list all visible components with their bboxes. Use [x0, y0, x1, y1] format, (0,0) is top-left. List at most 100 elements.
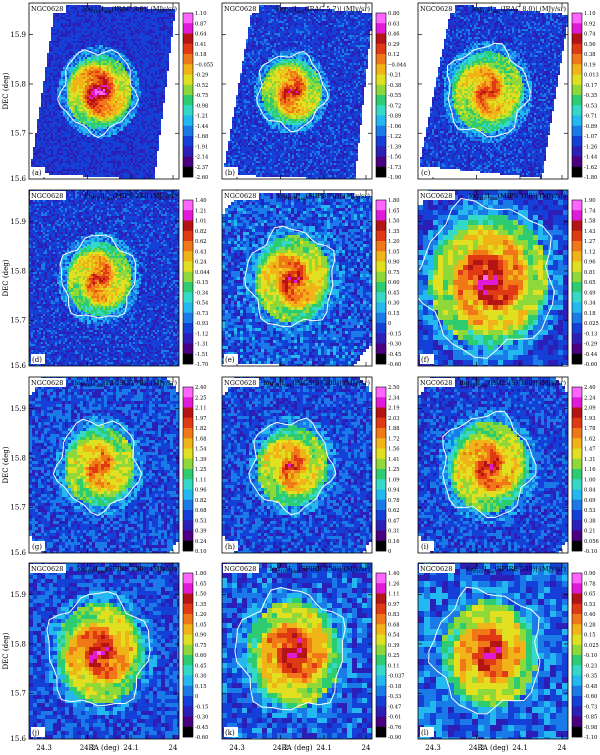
colorbar-segment — [376, 417, 386, 429]
colorbar-segment — [376, 438, 386, 449]
x-tick-label: 24 — [169, 744, 178, 752]
colorbar-label: 1.78 — [584, 426, 596, 432]
y-tick-label: 15.6 — [10, 735, 26, 743]
colorbar-label: -0.53 — [584, 103, 597, 109]
colorbar-label: 2.19 — [388, 406, 400, 412]
colorbar-segment — [183, 685, 193, 697]
colorbar-label: -1.22 — [388, 134, 401, 140]
colorbar-label: -0.73 — [195, 311, 208, 317]
colorbar-label: 1.58 — [584, 219, 596, 225]
colorbar-frame — [375, 12, 387, 178]
colorbar-label: 1.80 — [195, 571, 207, 577]
colorbar-label: 0.96 — [584, 260, 596, 266]
colorbar-segment — [376, 593, 386, 605]
colorbar-label: 1.12 — [584, 249, 596, 255]
colorbar-label: 2.03 — [388, 416, 400, 422]
colorbar-segment — [572, 64, 582, 75]
colorbar-label: 0.10 — [195, 549, 207, 555]
colorbar-segment — [183, 84, 193, 96]
colorbar-label: 0 — [388, 549, 391, 555]
colorbar-label: -0.48 — [584, 684, 597, 690]
panel-letter: (b) — [225, 169, 235, 177]
object-name: NGC0628 — [420, 565, 452, 573]
colorbar-segment — [376, 685, 386, 697]
colorbar-label: 0.81 — [584, 270, 596, 276]
contour-line — [244, 225, 336, 328]
label-bg — [31, 727, 45, 737]
y-tick-label: 15.9 — [10, 405, 26, 413]
colorbar-segment — [572, 74, 582, 86]
colorbar-segment — [183, 448, 193, 460]
colorbar-label: 0.74 — [584, 32, 596, 38]
colorbar-segment — [376, 655, 386, 666]
colorbar-segment — [376, 726, 386, 738]
title-bg — [30, 564, 66, 573]
colorbar-segment — [376, 220, 386, 232]
colorbar-segment — [183, 458, 193, 470]
x-tick-label: 24.2 — [273, 744, 289, 752]
colorbar-label: --0.044 — [388, 62, 407, 68]
colorbar-segment — [183, 200, 193, 211]
colorbar-label: -0.29 — [584, 342, 597, 348]
heatmap-image — [224, 5, 372, 179]
colorbar-segment — [572, 407, 582, 419]
colorbar-segment — [572, 458, 582, 470]
colorbar-segment — [376, 603, 386, 615]
y-tick-label: 15.9 — [10, 591, 26, 599]
colorbar-label: 0.94 — [388, 488, 400, 494]
colorbar-label: -1.06 — [388, 124, 401, 130]
colorbar-segment — [183, 230, 193, 242]
colorbar-segment — [376, 251, 386, 262]
colorbar-segment — [572, 220, 582, 232]
panel-frame — [417, 562, 569, 740]
colorbar-label: -1.07 — [584, 134, 597, 140]
title-bg — [223, 191, 259, 200]
contour-line — [59, 234, 136, 319]
colorbar-label: 1.21 — [195, 208, 207, 214]
colorbar-label: 2.40 — [584, 385, 596, 391]
colorbar-segment — [376, 469, 386, 480]
colorbar-label: 2.50 — [388, 385, 400, 391]
colorbar-label: 0.54 — [388, 633, 400, 639]
colorbar-label: 0.43 — [195, 249, 207, 255]
contour-line — [46, 591, 151, 707]
colorbar-label: 1.82 — [195, 426, 207, 432]
colorbar-label: 1.20 — [195, 612, 207, 618]
x-tick-label: 24.3 — [229, 744, 245, 752]
panel-letter: (f) — [421, 356, 429, 364]
object-name: NGC0628 — [420, 379, 452, 387]
colorbar-segment — [376, 489, 386, 501]
colorbar-segment — [376, 271, 386, 283]
colorbar-label: 1.40 — [195, 198, 207, 204]
colorbar-segment — [572, 573, 582, 584]
colorbar-frame — [571, 12, 583, 178]
object-name: NGC0628 — [31, 5, 63, 13]
label-bg — [224, 541, 238, 551]
colorbar-segment — [572, 166, 582, 178]
label-bg — [224, 167, 238, 177]
colorbar-label: -0.29 — [195, 73, 208, 79]
colorbar-label: 0.056 — [584, 539, 599, 545]
title-bg — [223, 4, 259, 13]
colorbar-label: -0.35 — [584, 674, 597, 680]
colorbar-label: -2.37 — [195, 165, 208, 171]
colorbar-label: 1.54 — [195, 447, 207, 453]
colorbar-segment — [183, 43, 193, 55]
colorbar-segment — [376, 302, 386, 314]
colorbar-label: -0.45 — [195, 725, 208, 731]
colorbar-label: -0.15 — [195, 280, 208, 286]
x-axis-label: RA (deg) — [477, 744, 508, 752]
colorbar-label: -0.73 — [584, 704, 597, 710]
colorbar-label: 1.39 — [195, 457, 207, 463]
panel-frame — [221, 2, 373, 180]
panel-letter: (i) — [421, 543, 429, 551]
colorbar-label: 0.025 — [584, 321, 599, 327]
colorbar-label: -1.44 — [584, 155, 598, 161]
colorbar-label: 1.50 — [195, 592, 207, 598]
colorbar-label: 1.43 — [584, 229, 596, 235]
colorbar-frame — [375, 386, 387, 552]
colorbar-label: 0.30 — [195, 674, 207, 680]
colorbar-segment — [572, 438, 582, 449]
colorbar-label: 1.10 — [195, 11, 207, 17]
colorbar-label: 0.25 — [388, 653, 400, 659]
